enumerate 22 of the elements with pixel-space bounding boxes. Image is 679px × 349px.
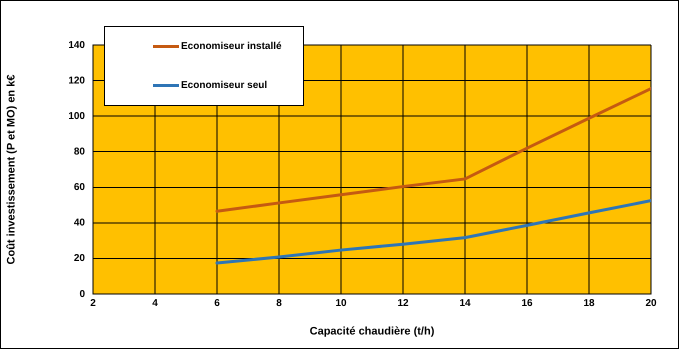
x-tick-label: 2 (90, 298, 96, 309)
x-tick-label: 20 (645, 298, 657, 309)
x-tick-label: 16 (521, 298, 533, 309)
x-axis-title: Capacité chaudière (t/h) (310, 325, 435, 338)
x-tick-label: 4 (152, 298, 158, 309)
y-tick-label: 140 (68, 40, 86, 51)
x-tick-label: 10 (335, 298, 347, 309)
x-tick-label: 14 (459, 298, 471, 309)
y-tick-label: 80 (74, 146, 86, 158)
y-tick-label: 60 (74, 182, 86, 194)
y-tick-label: 0 (79, 288, 86, 300)
legend-label: Economiseur seul (181, 80, 268, 91)
y-tick-label: 40 (74, 218, 86, 229)
x-tick-label: 12 (397, 298, 409, 309)
y-tick-label: 20 (74, 253, 86, 264)
x-tick-label: 8 (276, 298, 282, 309)
x-tick-label: 6 (214, 298, 220, 309)
y-axis-title: Coût investissement (P et MO) en k€ (6, 74, 18, 264)
y-tick-label: 100 (68, 110, 86, 122)
x-tick-label: 18 (583, 298, 595, 309)
legend-label: Economiseur installé (181, 41, 282, 52)
y-tick-label: 120 (68, 75, 86, 86)
